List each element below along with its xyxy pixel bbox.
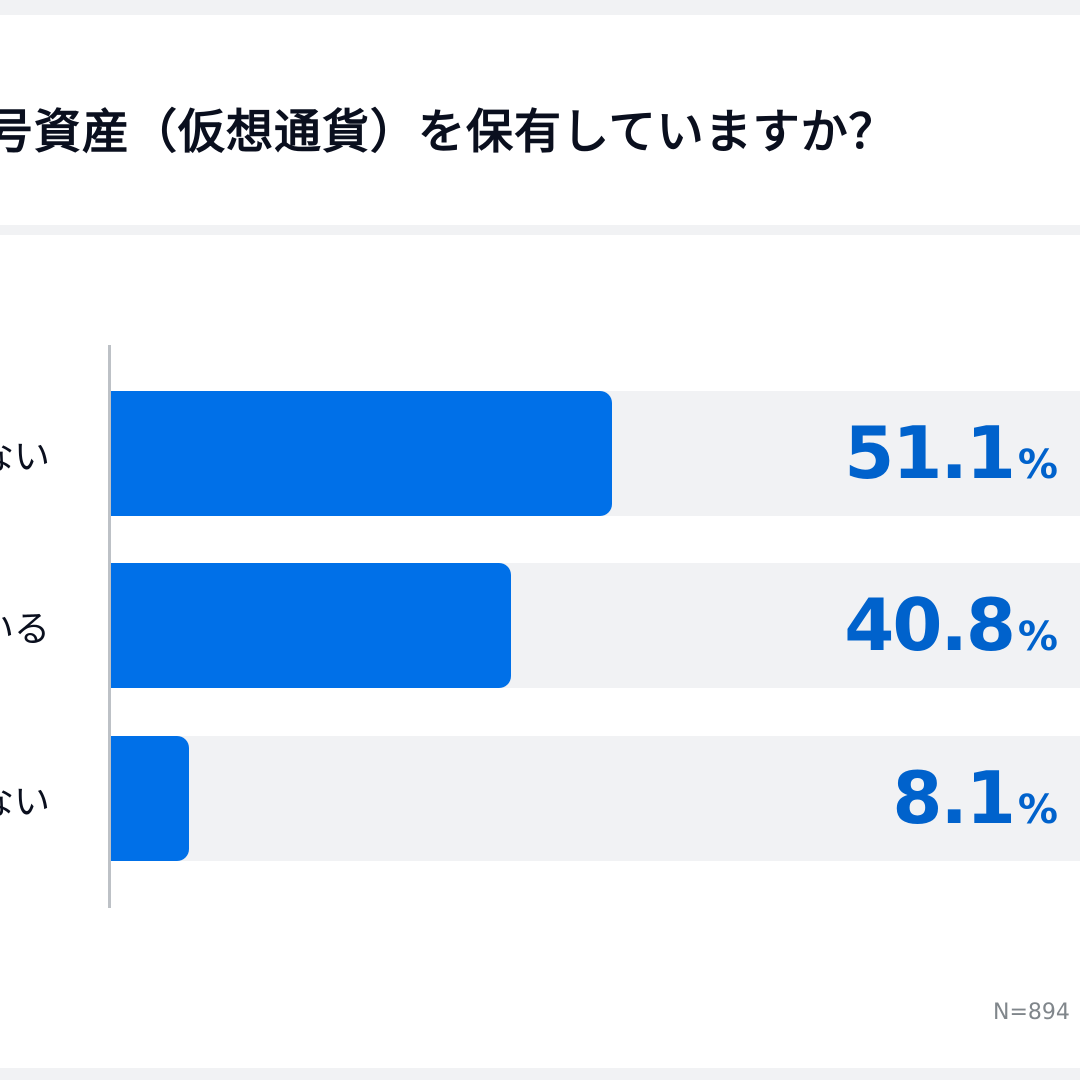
- chart-card: 保有したことがない 51.1 % 保有している 40.8 % 過去に保有していた…: [0, 235, 1080, 1068]
- bar-label: 保有したことがない: [0, 436, 50, 478]
- bar-row: 保有している 40.8 %: [0, 563, 1080, 688]
- title-card: 暗号資産（仮想通貨）を保有していますか？: [0, 15, 1080, 225]
- bar-fill: [111, 563, 511, 688]
- bar-fill: [111, 736, 189, 861]
- bar-fill: [111, 391, 612, 516]
- value-number: 8.1: [892, 756, 1016, 840]
- bar-label: 過去に保有していたが現在はしていない: [0, 781, 50, 823]
- bar-value: 51.1 %: [844, 391, 1058, 516]
- bar-label: 保有している: [0, 608, 50, 650]
- bar-row: 保有したことがない 51.1 %: [0, 391, 1080, 516]
- value-number: 51.1: [844, 411, 1016, 495]
- value-unit: %: [1017, 787, 1058, 833]
- value-unit: %: [1017, 442, 1058, 488]
- bar-value: 8.1 %: [892, 736, 1058, 861]
- y-axis-line: [108, 345, 111, 908]
- bar-row: 過去に保有していたが現在はしていない 8.1 %: [0, 736, 1080, 861]
- value-unit: %: [1017, 614, 1058, 660]
- bar-value: 40.8 %: [844, 563, 1058, 688]
- value-number: 40.8: [844, 583, 1016, 667]
- bar-track: [111, 736, 1080, 861]
- chart-title: 暗号資産（仮想通貨）を保有していますか？: [0, 105, 897, 160]
- sample-size-note: N=894: [993, 1000, 1070, 1025]
